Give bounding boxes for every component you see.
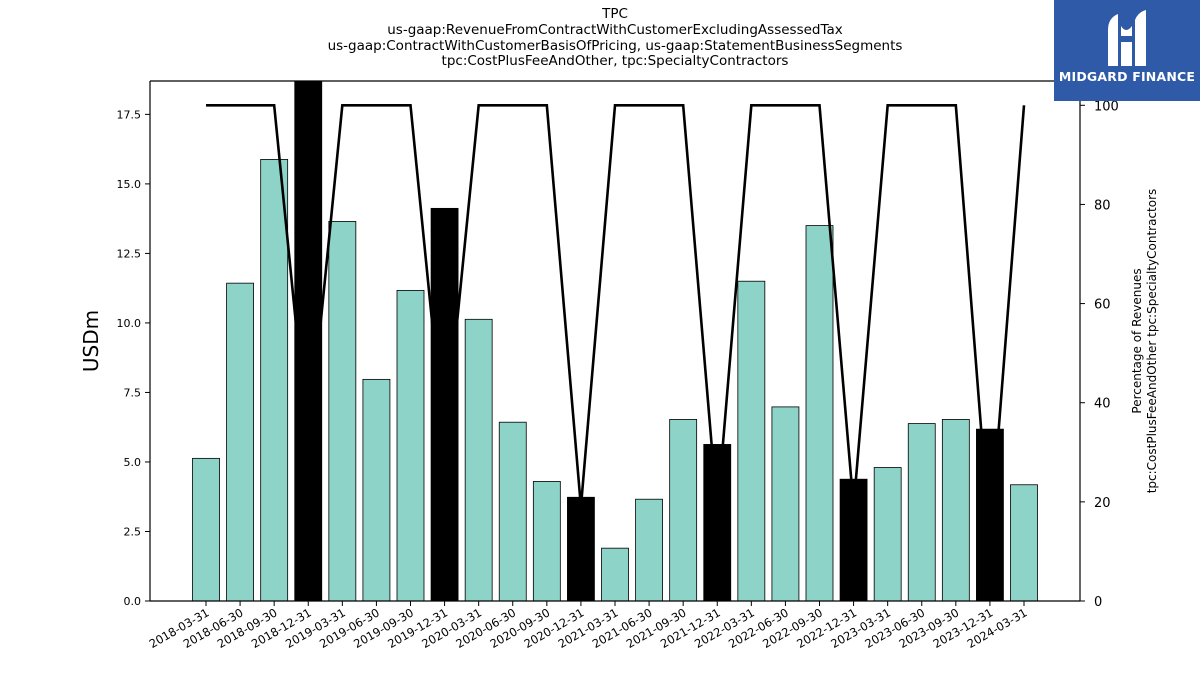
title-line-4: tpc:CostPlusFeeAndOther, tpc:SpecialtyCo… (441, 53, 789, 70)
bar-2019-12-31 (430, 207, 459, 602)
bar-series (192, 80, 1038, 602)
y2-tick-label: 0 (1094, 595, 1102, 610)
y2-tick-label: 100 (1094, 99, 1119, 114)
bar-2019-06-30 (362, 378, 391, 602)
axis-labels: USDm Percentage of Revenues tpc:CostPlusFe… (79, 189, 1159, 494)
bar-2020-09-30 (532, 481, 561, 602)
bar-2018-06-30 (226, 282, 254, 602)
bar-2023-12-31 (976, 428, 1004, 602)
bar-2022-03-31 (737, 280, 766, 602)
y-tick-label: 5.0 (124, 456, 142, 469)
bar-2023-06-30 (907, 423, 936, 602)
bar-2019-03-31 (328, 221, 357, 602)
bar-2018-12-31 (294, 80, 323, 602)
y-tick-label: 12.5 (117, 247, 142, 260)
title-line-1: TPC (602, 6, 628, 22)
bar-2018-09-30 (260, 159, 289, 602)
bar-2019-09-30 (396, 289, 425, 602)
logo-text: MIDGARD FINANCE (1058, 69, 1196, 84)
y2-tick-label: 40 (1094, 397, 1111, 412)
y2-tick-label: 60 (1094, 298, 1111, 313)
bar-2022-06-30 (771, 406, 800, 602)
y-axis-label: USDm (79, 310, 103, 372)
y2-axis-label-line: Percentage of Revenues (1130, 268, 1144, 413)
bar-2021-06-30 (635, 498, 663, 602)
y-tick-label: 2.5 (124, 525, 142, 538)
y-tick-label: 0.0 (124, 595, 142, 608)
y-tick-label: 7.5 (124, 386, 142, 399)
bar-2018-03-31 (192, 457, 220, 602)
bar-2024-03-31 (1010, 484, 1038, 602)
y2-tick-label: 20 (1094, 496, 1111, 511)
bar-2021-09-30 (669, 419, 698, 602)
title-line-2: us-gaap:RevenueFromContractWithCustomerE… (387, 21, 843, 38)
bar-2022-09-30 (805, 225, 834, 602)
bar-2020-06-30 (498, 421, 527, 602)
title-line-3: us-gaap:ContractWithCustomerBasisOfPrici… (327, 37, 903, 54)
bar-2020-12-31 (567, 496, 595, 602)
bar-2023-09-30 (941, 419, 970, 602)
bar-2021-03-31 (601, 547, 629, 602)
bar-2020-03-31 (464, 318, 493, 602)
y-tick-label: 17.5 (117, 108, 142, 121)
y-tick-label: 10.0 (117, 317, 142, 330)
midgard-logo-icon (1108, 10, 1146, 66)
y2-axis-label-line: tpc:CostPlusFeeAndOther tpc:SpecialtyCon… (1145, 189, 1159, 494)
y-tick-label: 15.0 (117, 178, 142, 191)
bar-2021-12-31 (703, 444, 732, 602)
bar-2023-03-31 (873, 467, 902, 602)
midgard-finance-logo: MIDGARD FINANCE (1054, 0, 1200, 101)
chart-title: TPC us-gaap:RevenueFromContractWithCusto… (150, 6, 1080, 70)
y2-tick-label: 80 (1094, 198, 1111, 213)
percentage-line-series (205, 103, 1026, 542)
